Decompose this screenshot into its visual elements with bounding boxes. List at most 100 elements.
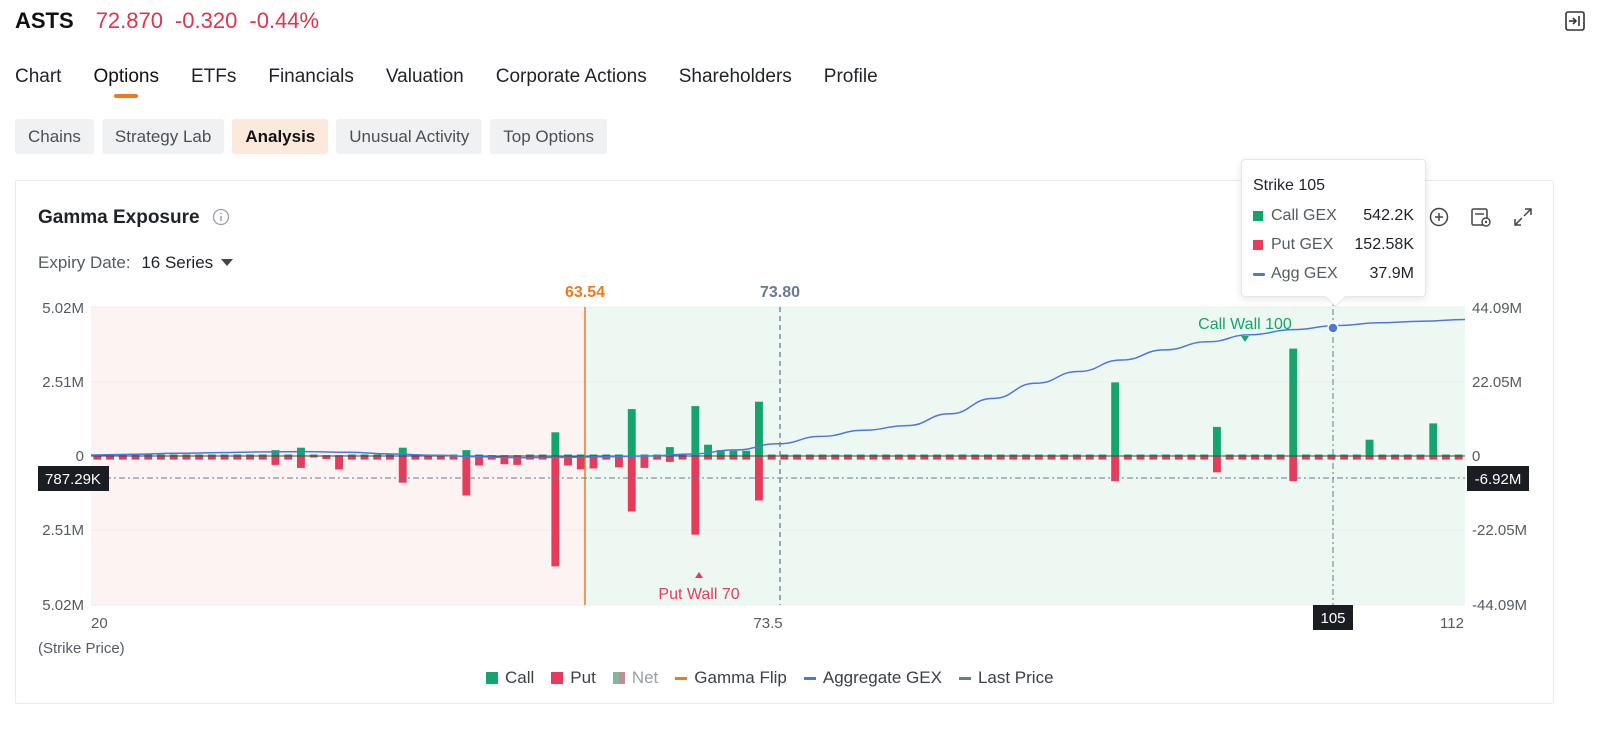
call-gex-bar[interactable] [716, 450, 725, 456]
collapse-panel-icon[interactable] [1564, 10, 1586, 32]
tab-shareholders[interactable]: Shareholders [678, 66, 792, 87]
put-gex-bar[interactable] [258, 456, 267, 460]
put-gex-bar[interactable] [665, 456, 674, 462]
put-gex-bar[interactable] [907, 456, 916, 460]
put-gex-bar[interactable] [118, 456, 127, 460]
call-gex-bar[interactable] [1263, 454, 1272, 457]
put-gex-bar[interactable] [500, 456, 509, 465]
put-gex-bar[interactable] [475, 456, 483, 466]
call-gex-bar[interactable] [118, 454, 127, 457]
tab-etfs[interactable]: ETFs [190, 66, 237, 87]
put-gex-bar[interactable] [1174, 456, 1183, 460]
call-gex-bar[interactable] [805, 454, 814, 457]
call-gex-bar[interactable] [1302, 454, 1310, 457]
call-gex-bar[interactable] [894, 454, 903, 457]
put-gex-bar[interactable] [386, 456, 394, 460]
call-gex-bar[interactable] [729, 450, 738, 456]
call-gex-bar[interactable] [1022, 454, 1030, 457]
put-gex-bar[interactable] [1098, 456, 1107, 460]
call-gex-bar[interactable] [246, 454, 254, 457]
call-gex-bar[interactable] [373, 454, 382, 457]
call-gex-bar[interactable] [271, 450, 280, 456]
call-gex-bar[interactable] [920, 454, 929, 457]
call-gex-bar[interactable] [309, 454, 318, 457]
call-gex-bar[interactable] [1009, 454, 1018, 457]
put-gex-bar[interactable] [1009, 456, 1018, 460]
put-gex-bar[interactable] [1060, 456, 1069, 460]
call-gex-bar[interactable] [538, 454, 547, 457]
call-gex-bar[interactable] [780, 454, 789, 457]
put-gex-bar[interactable] [933, 456, 941, 460]
put-gex-bar[interactable] [360, 456, 369, 460]
expand-icon[interactable] [1511, 205, 1535, 229]
call-gex-bar[interactable] [742, 450, 751, 456]
put-gex-bar[interactable] [742, 456, 751, 460]
call-gex-bar[interactable] [1429, 423, 1438, 456]
put-gex-bar[interactable] [831, 456, 840, 460]
call-gex-bar[interactable] [551, 432, 560, 456]
put-gex-bar[interactable] [1340, 456, 1349, 460]
call-gex-bar[interactable] [996, 454, 1005, 457]
put-gex-bar[interactable] [169, 456, 178, 460]
put-gex-bar[interactable] [984, 456, 992, 460]
legend-gamma-flip[interactable]: Gamma Flip [675, 668, 787, 688]
put-gex-bar[interactable] [615, 456, 623, 468]
tab-profile[interactable]: Profile [823, 66, 878, 87]
put-gex-bar[interactable] [1352, 456, 1361, 460]
call-gex-bar[interactable] [755, 401, 763, 456]
put-gex-bar[interactable] [1111, 456, 1120, 482]
call-gex-bar[interactable] [1111, 382, 1120, 456]
put-gex-bar[interactable] [856, 456, 865, 460]
call-gex-bar[interactable] [526, 454, 534, 457]
put-gex-bar[interactable] [449, 456, 458, 460]
call-gex-bar[interactable] [1352, 454, 1361, 457]
call-gex-bar[interactable] [1365, 439, 1374, 456]
tab-chart[interactable]: Chart [15, 66, 62, 87]
put-gex-bar[interactable] [398, 456, 407, 483]
put-gex-bar[interactable] [297, 456, 305, 468]
zoom-in-icon[interactable] [1427, 205, 1451, 229]
put-gex-bar[interactable] [1378, 456, 1387, 460]
call-gex-bar[interactable] [475, 454, 483, 457]
put-gex-bar[interactable] [844, 456, 852, 460]
call-gex-bar[interactable] [1136, 454, 1145, 457]
call-gex-bar[interactable] [1149, 454, 1158, 457]
legend-call[interactable]: Call [486, 668, 534, 688]
call-gex-bar[interactable] [131, 454, 140, 457]
put-gex-bar[interactable] [1391, 456, 1399, 460]
put-gex-bar[interactable] [1454, 456, 1463, 460]
put-gex-bar[interactable] [1289, 456, 1298, 482]
put-gex-bar[interactable] [627, 456, 636, 512]
call-gex-bar[interactable] [1403, 454, 1412, 457]
put-gex-bar[interactable] [1085, 456, 1094, 460]
put-gex-bar[interactable] [1276, 456, 1285, 460]
call-gex-bar[interactable] [678, 454, 687, 457]
call-gex-bar[interactable] [1073, 454, 1081, 457]
legend-last-price[interactable]: Last Price [958, 668, 1054, 688]
call-gex-bar[interactable] [945, 454, 954, 457]
subtab-unusual-activity[interactable]: Unusual Activity [336, 119, 483, 154]
call-gex-bar[interactable] [1098, 454, 1107, 457]
call-gex-bar[interactable] [1314, 454, 1323, 457]
call-gex-bar[interactable] [704, 444, 712, 456]
call-gex-bar[interactable] [882, 454, 891, 457]
call-gex-bar[interactable] [347, 454, 356, 457]
call-gex-bar[interactable] [958, 454, 967, 457]
tab-options[interactable]: Options [93, 66, 159, 98]
put-gex-bar[interactable] [1327, 456, 1336, 460]
put-gex-bar[interactable] [1225, 456, 1234, 460]
subtab-chains[interactable]: Chains [15, 119, 94, 154]
call-gex-bar[interactable] [1378, 454, 1387, 457]
put-gex-bar[interactable] [195, 456, 204, 460]
call-gex-bar[interactable] [933, 454, 941, 457]
call-gex-bar[interactable] [1034, 454, 1043, 457]
put-gex-bar[interactable] [411, 456, 420, 460]
call-gex-bar[interactable] [640, 454, 649, 457]
put-gex-bar[interactable] [182, 456, 191, 460]
put-gex-bar[interactable] [882, 456, 891, 460]
put-gex-bar[interactable] [1047, 456, 1056, 460]
call-gex-bar[interactable] [360, 454, 369, 457]
call-gex-bar[interactable] [1085, 454, 1094, 457]
put-gex-bar[interactable] [894, 456, 903, 460]
